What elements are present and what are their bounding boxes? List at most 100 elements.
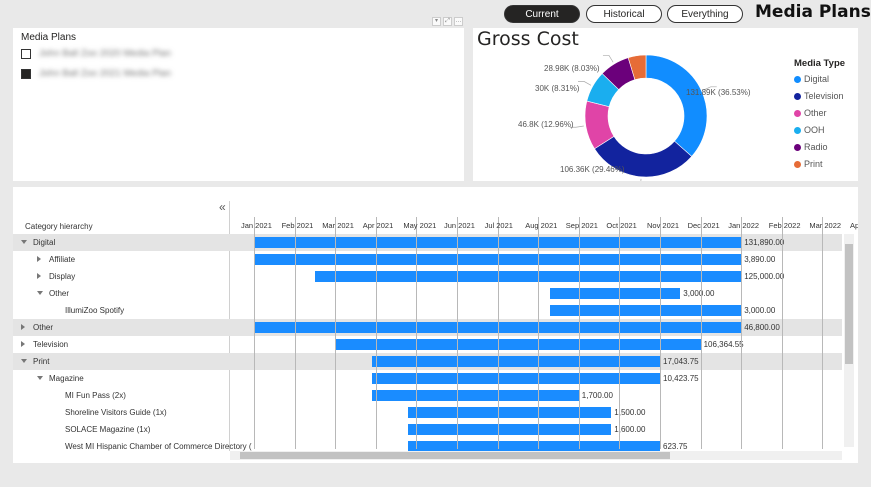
month-label: Jul 2021 — [484, 221, 513, 230]
row-label: SOLACE Magazine (1x) — [65, 425, 151, 434]
gantt-bar[interactable] — [371, 356, 660, 367]
collapse-icon[interactable]: « — [219, 200, 226, 214]
scrollbar-thumb[interactable] — [240, 452, 670, 459]
gantt-bar[interactable] — [408, 407, 612, 418]
month-label: Apr 2021 — [362, 221, 394, 230]
row-label: West MI Hispanic Chamber of Commerce Dir… — [65, 442, 252, 451]
month-label: Feb 2021 — [281, 221, 314, 230]
month-gridline — [457, 217, 458, 449]
gantt-bar[interactable] — [550, 288, 681, 299]
current-button[interactable]: Current — [504, 5, 580, 23]
gantt-row[interactable]: Display 125,000.00 — [13, 268, 842, 285]
month-gridline — [660, 217, 661, 449]
chart-title: Gross Cost — [477, 28, 579, 50]
caret-down-icon[interactable] — [21, 240, 27, 244]
gantt-row[interactable]: SOLACE Magazine (1x) 1,600.00 — [13, 421, 842, 438]
month-gridline — [335, 217, 337, 449]
gantt-row[interactable]: MI Fun Pass (2x) 1,700.00 — [13, 387, 842, 404]
gross-cost-donut-card: Gross Cost 131.89K (36.53%) 106.36K (29.… — [473, 28, 858, 181]
bar-value-label: 1,500.00 — [614, 408, 646, 417]
bar-value-label: 10,423.75 — [663, 374, 699, 383]
gantt-bar[interactable] — [408, 424, 612, 435]
data-label-ooh: 30K (8.31%) — [535, 84, 580, 93]
gantt-bar[interactable] — [408, 441, 660, 452]
gantt-bar[interactable] — [314, 271, 742, 282]
gantt-bar[interactable] — [550, 305, 742, 316]
bar-value-label: 46,800.00 — [744, 323, 780, 332]
focus-mode-icon[interactable]: ⤢ — [443, 17, 452, 26]
legend-item-television[interactable]: Television — [794, 91, 844, 101]
historical-button[interactable]: Historical — [586, 5, 662, 23]
checkbox-checked-icon[interactable] — [21, 68, 31, 79]
gantt-row[interactable]: Shoreline Visitors Guide (1x) 1,500.00 — [13, 404, 842, 421]
legend-label: Other — [804, 108, 827, 118]
legend-item-print[interactable]: Print — [794, 159, 823, 169]
legend-label: Radio — [804, 142, 828, 152]
horizontal-scrollbar[interactable] — [230, 451, 842, 460]
vertical-scrollbar[interactable] — [844, 234, 854, 447]
everything-button[interactable]: Everything — [667, 5, 743, 23]
month-label: Dec 2021 — [687, 221, 720, 230]
caret-down-icon[interactable] — [21, 359, 27, 363]
legend-title: Media Type — [794, 58, 846, 69]
legend-item-ooh[interactable]: OOH — [794, 125, 825, 135]
gantt-row[interactable]: IllumiZoo Spotify 3,000.00 — [13, 302, 842, 319]
month-label: Oct 2021 — [606, 221, 637, 230]
month-gridline — [822, 217, 824, 449]
row-label: MI Fun Pass (2x) — [65, 391, 126, 400]
month-gridline — [294, 217, 296, 449]
gantt-row[interactable]: Affiliate 3,890.00 — [13, 251, 842, 268]
legend-dot-icon — [794, 143, 801, 151]
gantt-bar[interactable] — [371, 390, 579, 401]
gantt-row[interactable]: Print 17,043.75 — [13, 353, 842, 370]
row-label: Affiliate — [49, 255, 76, 264]
month-gridline — [416, 217, 418, 449]
month-gridline — [619, 217, 621, 449]
legend-item-digital[interactable]: Digital — [794, 74, 829, 84]
caret-right-icon[interactable] — [37, 273, 41, 279]
gantt-row[interactable]: Digital 131,890.00 — [13, 234, 842, 251]
category-hierarchy-header: Category hierarchy — [25, 222, 93, 231]
caret-right-icon[interactable] — [21, 324, 25, 330]
legend-dot-icon — [794, 109, 801, 117]
row-label: Display — [49, 272, 76, 281]
legend-item-other[interactable]: Other — [794, 108, 827, 118]
legend-label: Digital — [804, 74, 830, 84]
month-label: Jan 2022 — [728, 221, 760, 230]
caret-down-icon[interactable] — [37, 291, 43, 295]
month-gridline — [741, 217, 743, 449]
month-gridline — [578, 217, 580, 449]
row-label: Print — [33, 357, 50, 366]
caret-right-icon[interactable] — [37, 256, 41, 262]
legend-item-radio[interactable]: Radio — [794, 142, 828, 152]
bar-value-label: 1,600.00 — [614, 425, 646, 434]
gantt-row[interactable]: Other 3,000.00 — [13, 285, 842, 302]
legend-dot-icon — [794, 160, 801, 168]
month-label: Mar 2021 — [322, 221, 354, 230]
month-label: Aug 2021 — [525, 221, 558, 230]
slicer-item[interactable]: John Ball Zoo 2021 Media Plan — [21, 68, 171, 79]
donut-chart — [569, 54, 717, 181]
gantt-row[interactable]: Magazine 10,423.75 — [13, 370, 842, 387]
media-plans-slicer: Media Plans John Ball Zoo 2020 Media Pla… — [13, 28, 464, 181]
caret-down-icon[interactable] — [37, 376, 43, 380]
gantt-bar[interactable] — [335, 339, 701, 350]
scrollbar-thumb[interactable] — [845, 244, 853, 364]
slicer-item[interactable]: John Ball Zoo 2020 Media Plan — [21, 48, 171, 59]
filter-icon[interactable]: ▾ — [432, 17, 441, 26]
gantt-chart: « Category hierarchy Digital 131,890.00 Af… — [13, 187, 858, 463]
month-label: Jun 2021 — [444, 221, 475, 230]
month-gridline — [254, 217, 255, 449]
leader-line — [703, 86, 717, 91]
checkbox-icon[interactable] — [21, 48, 31, 59]
bar-value-label: 623.75 — [663, 442, 688, 451]
gantt-row[interactable]: West MI Hispanic Chamber of Commerce Dir… — [13, 438, 842, 455]
visual-header-toolbar: ▾ ⤢ … — [432, 17, 463, 26]
gantt-row[interactable]: Other 46,800.00 — [13, 319, 842, 336]
gantt-row[interactable]: Television 106,364.55 — [13, 336, 842, 353]
donut-slice-digital[interactable] — [645, 54, 708, 157]
more-options-icon[interactable]: … — [454, 17, 463, 26]
donut-slice-print[interactable] — [627, 54, 647, 81]
caret-right-icon[interactable] — [21, 341, 25, 347]
gantt-bar[interactable] — [371, 373, 660, 384]
